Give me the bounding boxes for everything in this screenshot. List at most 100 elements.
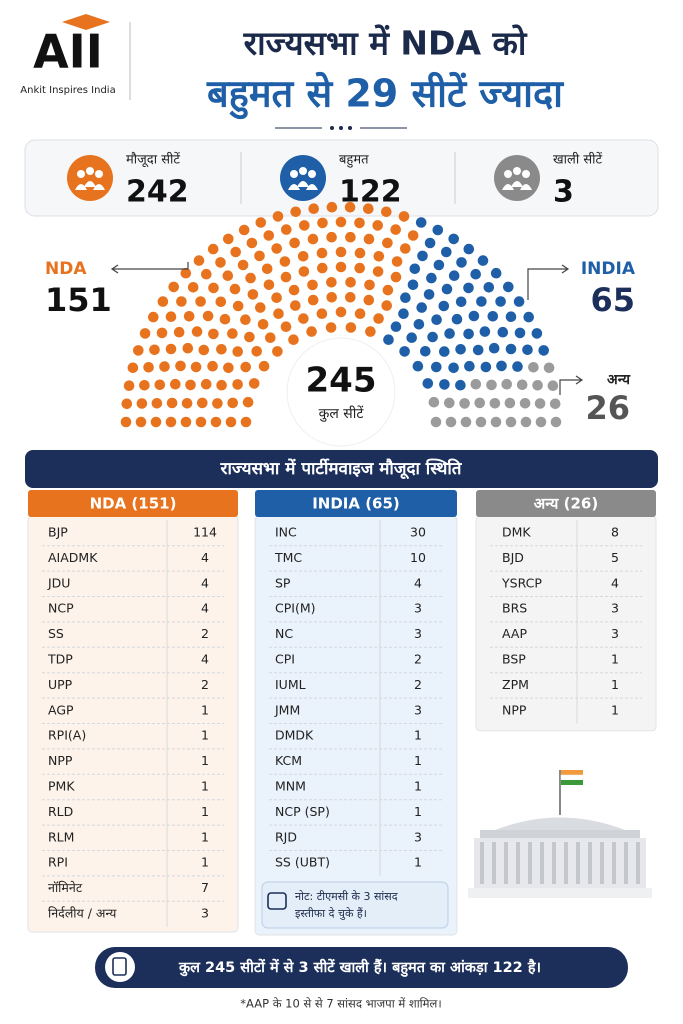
seat-dot — [254, 302, 266, 313]
seat-dot — [232, 346, 243, 357]
note-box — [261, 881, 449, 929]
seat-dot — [538, 345, 549, 356]
seat-dot — [170, 378, 181, 390]
seat-dot — [428, 396, 440, 408]
seat-dot — [505, 343, 517, 355]
seat-dot — [423, 289, 435, 300]
seat-dot — [439, 379, 450, 390]
party-name: NPP — [502, 702, 527, 717]
seat-dot — [240, 361, 251, 373]
footnote: *AAP के 10 से से 7 सांसद भाजपा में शामिल… — [240, 997, 441, 1011]
party-seats: 4 — [611, 575, 619, 590]
seat-dot — [501, 378, 512, 390]
seat-dot — [406, 332, 418, 344]
seat-dot — [180, 267, 192, 279]
footer-text: कुल 245 सीटों में से 3 सीटें खाली हैं। ब… — [178, 958, 541, 977]
party-name: ZPM — [502, 677, 529, 692]
stat-icon — [67, 155, 113, 201]
party-name: NCP (SP) — [275, 804, 330, 819]
seat-dot — [455, 344, 466, 355]
party-seats: 1 — [201, 829, 209, 844]
seat-dot — [326, 277, 337, 288]
seat-dot — [279, 256, 291, 267]
legend-name: अन्य — [607, 372, 631, 388]
party-seats: 2 — [414, 652, 422, 667]
note-line: नोट: टीएमसी के 3 सांसद — [295, 890, 398, 903]
seat-dot — [472, 344, 484, 356]
seat-dot — [486, 379, 497, 391]
seat-dot — [520, 416, 532, 428]
party-name: नॉमिनेट — [48, 880, 83, 895]
party-name: SS — [48, 626, 64, 641]
seat-dot — [265, 332, 276, 344]
seat-dot — [159, 361, 170, 372]
seat-dot — [463, 282, 474, 294]
seat-dot — [490, 416, 502, 428]
seat-dot — [248, 378, 260, 389]
seat-dot — [180, 416, 192, 428]
seat-dot — [316, 308, 328, 320]
party-seats: 3 — [414, 702, 422, 717]
party-seats: 30 — [410, 525, 426, 540]
seat-dot — [173, 326, 185, 338]
seat-dot — [288, 284, 300, 296]
party-seats: 5 — [611, 550, 619, 565]
seat-dot — [187, 282, 199, 293]
seat-dot — [364, 279, 375, 291]
seat-dot — [477, 255, 489, 266]
seat-dot — [463, 243, 475, 255]
seat-dot — [400, 243, 411, 254]
party-name: BSP — [502, 652, 526, 667]
seat-dot — [448, 362, 459, 374]
seat-dot — [448, 233, 460, 245]
seat-dot — [148, 311, 159, 323]
seat-dot — [438, 300, 450, 312]
icon-head — [504, 170, 512, 178]
party-name: DMK — [502, 525, 531, 540]
seat-dot — [519, 398, 531, 409]
party-name: JDU — [47, 575, 70, 590]
seat-dot — [365, 326, 376, 337]
seat-dot — [208, 282, 219, 294]
seat-dot — [127, 362, 139, 374]
seat-dot — [227, 328, 238, 339]
seat-dot — [258, 360, 270, 372]
party-seats: 4 — [201, 550, 209, 565]
seat-dot — [407, 279, 419, 291]
logo-cap — [62, 14, 110, 30]
seat-dot — [154, 379, 166, 391]
seat-dot — [549, 398, 561, 410]
seat-dot — [483, 282, 495, 293]
seat-dot — [335, 261, 347, 273]
party-name: CPI(M) — [275, 601, 316, 616]
table-title: INDIA (65) — [312, 495, 400, 513]
seat-dot — [373, 250, 385, 262]
seat-dot — [495, 296, 506, 307]
seat-dot — [225, 416, 237, 428]
seat-dot — [222, 270, 234, 282]
party-seats: 114 — [193, 525, 217, 540]
icon-head — [77, 170, 85, 178]
seat-dot — [470, 378, 482, 390]
seat-dot — [505, 311, 517, 323]
seat-dot — [326, 292, 338, 303]
party-seats: 4 — [201, 575, 209, 590]
party-seats: 1 — [611, 677, 619, 692]
seat-dot — [448, 270, 460, 282]
stat-label: खाली सीटें — [553, 152, 602, 168]
seat-dot — [165, 343, 177, 355]
party-name: AGP — [48, 702, 74, 717]
seat-dot — [398, 308, 409, 320]
party-seats: 3 — [611, 626, 619, 641]
seat-dot — [534, 398, 546, 409]
seat-dot — [281, 224, 292, 235]
seat-dot — [325, 322, 337, 333]
seat-dot — [497, 326, 509, 338]
seat-dot — [474, 397, 486, 409]
seat-dot — [195, 416, 207, 428]
seat-dot — [354, 262, 366, 274]
seat-dot — [430, 416, 442, 428]
party-name: UPP — [48, 677, 73, 692]
party-seats: 1 — [414, 753, 422, 768]
